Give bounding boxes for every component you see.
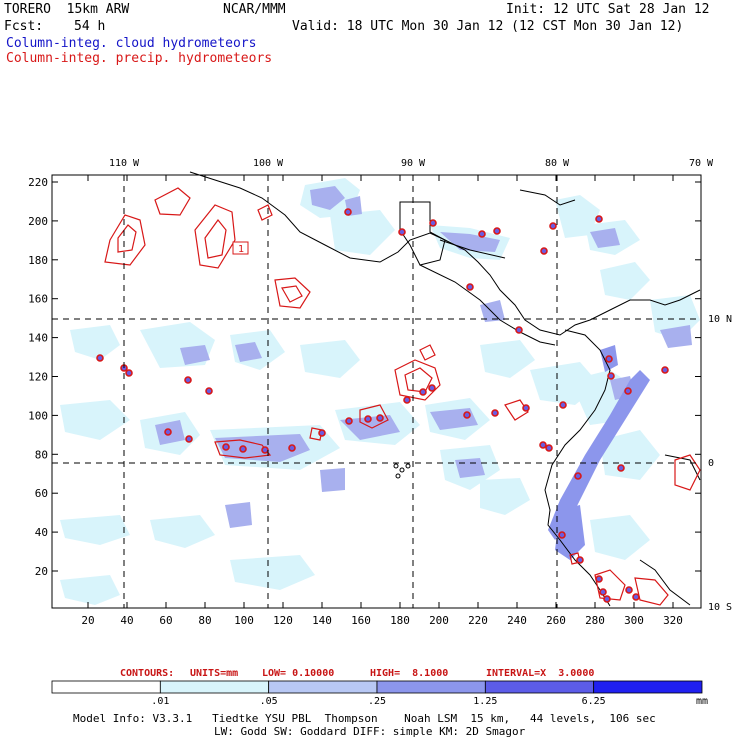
colorbar-segment	[51, 680, 161, 694]
lon-label: 80 W	[545, 158, 570, 169]
colorbar-tick-label: .01	[151, 696, 169, 707]
colorbar-tick-label: .05	[260, 696, 278, 707]
lat-label: 10 S	[708, 602, 732, 613]
x-tick-label: 60	[159, 614, 172, 627]
y-tick-label: 180	[28, 254, 48, 267]
colorbar: .01 .05 .25 1.25 6.25 mm	[51, 680, 708, 707]
y-tick-label: 20	[35, 565, 48, 578]
y-tick-label: 120	[28, 371, 48, 384]
left-y-axis: 220 200 180 160 140 120 100 80 60 40 20	[28, 176, 701, 578]
valid-time: Valid: 18 UTC Mon 30 Jan 12 (12 CST Mon …	[292, 19, 684, 34]
y-tick-label: 140	[28, 332, 48, 345]
y-tick-label: 160	[28, 293, 48, 306]
x-tick-label: 180	[390, 614, 410, 627]
x-tick-label: 120	[273, 614, 293, 627]
coastlines	[189, 171, 701, 607]
field-precip-label: Column-integ. precip. hydrometeors	[6, 51, 273, 66]
contour-units: UNITS=mm	[190, 668, 239, 679]
y-tick-label: 100	[28, 409, 48, 422]
model-info-line2: LW: Godd SW: Goddard DIFF: simple KM: 2D…	[214, 725, 526, 738]
y-tick-label: 220	[28, 176, 48, 189]
map-frame	[51, 174, 702, 609]
x-tick-label: 40	[120, 614, 133, 627]
x-tick-label: 220	[468, 614, 488, 627]
galapagos-islands	[393, 463, 411, 479]
x-tick-label: 20	[81, 614, 94, 627]
x-tick-label: 260	[546, 614, 566, 627]
x-tick-label: 240	[507, 614, 527, 627]
lon-label: 110 W	[109, 158, 140, 169]
andes-cloud-band	[548, 345, 650, 560]
bottom-x-axis: 20 40 60 80 100 120 140 160 180 200 220 240 260 280 30…	[81, 175, 683, 627]
org-label: NCAR/MMM	[223, 2, 286, 17]
colorbar-tick-label: .25	[368, 696, 386, 707]
contour-prefix: CONTOURS:	[120, 668, 175, 679]
contour-interval: INTERVAL=X 3.0000	[486, 668, 595, 679]
y-tick-label: 200	[28, 215, 48, 228]
lon-label: 70 W	[689, 158, 714, 169]
contour-label: 1	[238, 244, 244, 255]
model-info-line1: Model Info: V3.3.1 Tiedtke YSU PBL Thomp…	[73, 712, 656, 725]
x-tick-label: 320	[663, 614, 683, 627]
colorbar-tick-label: 1.25	[473, 696, 497, 707]
x-tick-label: 160	[351, 614, 371, 627]
y-tick-label: 60	[35, 487, 48, 500]
x-tick-label: 80	[198, 614, 211, 627]
colorbar-segment	[159, 680, 270, 694]
x-tick-label: 100	[234, 614, 254, 627]
colorbar-segment	[376, 680, 486, 694]
contour-high: HIGH= 8.1000	[370, 668, 449, 679]
lon-label: 90 W	[401, 158, 426, 169]
model-title: TORERO 15km ARW	[4, 2, 130, 17]
precip-contours	[104, 187, 701, 606]
colorbar-unit: mm	[696, 696, 708, 707]
fcst-label: Fcst:	[4, 19, 44, 34]
lat-label: 0	[708, 458, 714, 469]
colorbar-segment	[593, 680, 703, 694]
colorbar-segment	[268, 680, 378, 694]
y-tick-label: 40	[35, 526, 48, 539]
init-time: Init: 12 UTC Sat 28 Jan 12	[506, 2, 710, 17]
reference-lines	[52, 175, 701, 608]
x-tick-label: 200	[429, 614, 449, 627]
x-tick-label: 280	[585, 614, 605, 627]
fcst-value: 54 h	[74, 19, 106, 34]
lat-label: 10 N	[708, 314, 732, 325]
x-tick-label: 300	[624, 614, 644, 627]
colorbar-tick-label: 6.25	[582, 696, 606, 707]
lon-label: 100 W	[253, 158, 284, 169]
colorbar-segment	[484, 680, 595, 694]
contour-low: LOW= 0.10000	[262, 668, 335, 679]
top-lon-axis: 110 W 100 W 90 W 80 W 70 W	[109, 158, 714, 169]
precip-cells	[96, 208, 669, 603]
field-cloud-label: Column-integ. cloud hydrometeors	[6, 36, 257, 51]
x-tick-label: 140	[312, 614, 332, 627]
right-lat-axis: 10 N 0 10 S	[708, 314, 732, 613]
contour-label-box	[232, 241, 249, 255]
y-tick-label: 80	[35, 448, 48, 461]
